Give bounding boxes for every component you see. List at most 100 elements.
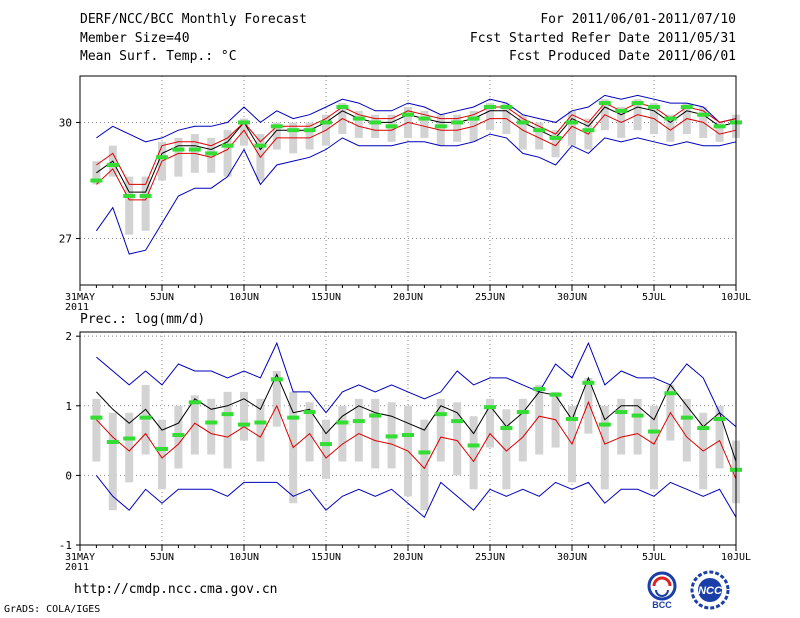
spread-box	[174, 405, 183, 469]
series-upper-bound	[96, 102, 737, 185]
spread-box	[715, 122, 724, 142]
spread-box	[486, 398, 494, 448]
spread-box	[174, 137, 183, 177]
source-url[interactable]: http://cmdp.ncc.cma.gov.cn	[74, 582, 278, 597]
ncc-logo: NCC	[690, 570, 730, 610]
median-marker	[467, 443, 480, 448]
median-marker	[598, 101, 611, 106]
bcc-logo: BCC	[647, 571, 677, 610]
median-marker	[648, 104, 660, 109]
spread-box	[518, 398, 527, 462]
x-tick-label: 31MAY	[65, 552, 95, 563]
median-marker	[631, 101, 644, 106]
median-marker	[516, 410, 529, 415]
median-marker	[172, 147, 185, 152]
median-marker	[123, 436, 136, 441]
x-tick-label: 10JUN	[229, 292, 259, 303]
y-tick-label: 27	[59, 233, 72, 246]
spread-box	[371, 398, 380, 469]
series-upper-envelope	[96, 341, 737, 428]
spread-box	[223, 391, 232, 469]
median-marker	[205, 420, 218, 425]
chart-title: DERF/NCC/BCC Monthly Forecast	[80, 12, 307, 27]
median-marker	[566, 417, 578, 422]
median-marker	[352, 419, 365, 424]
spread-box	[502, 409, 511, 490]
forecast-period: For 2011/06/01-2011/07/10	[540, 12, 736, 27]
x-tick-label: 30JUN	[557, 292, 587, 303]
year-label: 2011	[65, 562, 89, 573]
median-marker	[106, 163, 119, 168]
spread-box	[240, 391, 248, 441]
series-upper-envelope	[96, 94, 737, 143]
median-marker	[205, 151, 218, 156]
median-marker	[320, 442, 332, 447]
spread-box	[633, 398, 642, 455]
year-label: 2011	[65, 302, 89, 313]
median-marker	[369, 120, 382, 125]
precipitation-panel: -1 0 1 2 31MAY 5JUN 10JUN 15JUN 20JUN 25JUN 30JUN 5…	[59, 330, 751, 573]
spread-box	[190, 395, 199, 455]
spread-box	[272, 370, 281, 427]
member-size: Member Size=40	[80, 31, 190, 46]
median-marker	[484, 104, 496, 109]
series-ensemble-mean	[96, 106, 737, 193]
spread-box	[469, 416, 478, 490]
x-tick-label: 15JUN	[311, 292, 341, 303]
median-marker	[418, 116, 431, 121]
median-marker	[303, 410, 316, 415]
spread-box	[650, 405, 658, 490]
spread-box	[715, 405, 724, 469]
spread-box	[158, 419, 166, 490]
svg-text:NCC: NCC	[698, 585, 723, 597]
x-tick-label: 10JUL	[721, 552, 751, 563]
spread-box	[354, 398, 363, 462]
median-marker	[451, 120, 464, 125]
median-marker	[500, 104, 513, 109]
spread-box	[420, 419, 429, 511]
median-marker	[238, 120, 250, 125]
spread-box	[584, 377, 593, 434]
spread-box	[256, 398, 265, 462]
median-marker	[418, 450, 431, 455]
spread-box	[322, 419, 330, 479]
median-marker	[533, 128, 546, 133]
spread-box	[453, 402, 462, 476]
median-marker	[156, 446, 168, 451]
svg-text:BCC: BCC	[652, 600, 672, 610]
median-marker	[254, 420, 267, 425]
median-marker	[615, 108, 628, 113]
median-marker	[615, 410, 628, 415]
x-tick-label: 5JUN	[150, 292, 174, 303]
median-marker	[582, 128, 595, 133]
median-marker	[106, 439, 119, 444]
y-tick-label: -1	[59, 539, 72, 552]
spread-box	[600, 405, 609, 490]
median-marker	[664, 391, 677, 396]
spread-box	[338, 405, 347, 462]
median-marker	[566, 120, 578, 125]
spread-box	[486, 103, 494, 131]
variable-label-temp: Mean Surf. Temp.: °C	[80, 49, 237, 64]
median-marker	[369, 413, 382, 418]
median-marker	[402, 112, 414, 117]
median-marker	[254, 143, 267, 148]
spread-box	[141, 384, 150, 455]
median-marker	[188, 400, 201, 405]
x-tick-label: 10JUL	[721, 292, 751, 303]
median-marker	[303, 128, 316, 133]
median-marker	[631, 413, 644, 418]
spread-box	[207, 398, 216, 455]
median-marker	[680, 415, 693, 420]
x-tick-label: 5JUL	[642, 552, 666, 563]
spread-box	[125, 412, 134, 483]
median-marker	[287, 415, 300, 420]
spread-box	[518, 114, 527, 150]
median-marker	[434, 412, 447, 417]
median-marker	[221, 412, 234, 417]
median-marker	[172, 433, 185, 438]
median-marker	[352, 116, 365, 121]
y-tick-label: 1	[65, 400, 72, 413]
y-tick-label: 2	[65, 330, 72, 343]
